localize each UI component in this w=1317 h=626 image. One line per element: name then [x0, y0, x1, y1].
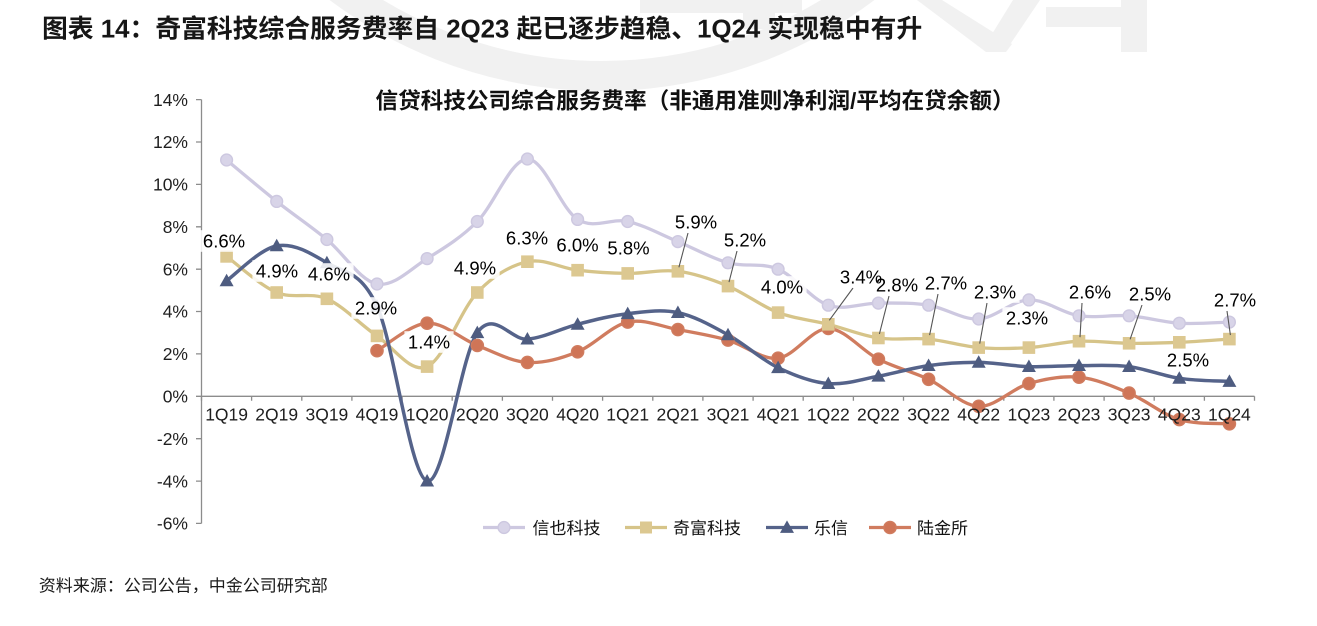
- svg-text:2.6%: 2.6%: [1069, 281, 1111, 302]
- svg-text:6.0%: 6.0%: [556, 234, 598, 255]
- svg-text:3Q23: 3Q23: [1108, 405, 1151, 425]
- svg-text:2Q22: 2Q22: [857, 405, 900, 425]
- svg-text:1Q23: 1Q23: [1007, 405, 1050, 425]
- svg-text:12%: 12%: [153, 132, 188, 152]
- svg-text:5.9%: 5.9%: [675, 211, 717, 232]
- svg-text:6.6%: 6.6%: [203, 230, 245, 251]
- svg-text:2.8%: 2.8%: [876, 274, 918, 295]
- svg-text:2.5%: 2.5%: [1129, 283, 1171, 304]
- svg-text:2Q20: 2Q20: [456, 405, 499, 425]
- svg-text:1Q22: 1Q22: [807, 405, 850, 425]
- svg-text:4%: 4%: [163, 302, 188, 322]
- svg-text:1.4%: 1.4%: [408, 331, 450, 352]
- svg-text:4Q19: 4Q19: [356, 405, 399, 425]
- svg-text:4Q23: 4Q23: [1158, 405, 1201, 425]
- svg-text:4.6%: 4.6%: [308, 263, 350, 284]
- svg-text:2.7%: 2.7%: [1214, 289, 1256, 310]
- svg-text:5.8%: 5.8%: [607, 237, 649, 258]
- svg-text:2.3%: 2.3%: [1006, 307, 1048, 328]
- svg-text:1Q21: 1Q21: [606, 405, 649, 425]
- svg-text:4.9%: 4.9%: [454, 257, 496, 278]
- svg-text:4Q22: 4Q22: [957, 405, 1000, 425]
- svg-text:3Q20: 3Q20: [506, 405, 549, 425]
- svg-text:1Q19: 1Q19: [205, 405, 248, 425]
- svg-text:2.9%: 2.9%: [355, 297, 397, 318]
- svg-text:3Q19: 3Q19: [305, 405, 348, 425]
- svg-text:2Q21: 2Q21: [656, 405, 699, 425]
- svg-text:4Q21: 4Q21: [757, 405, 800, 425]
- svg-text:3.4%: 3.4%: [840, 266, 882, 287]
- svg-text:4Q20: 4Q20: [556, 405, 599, 425]
- svg-text:2Q23: 2Q23: [1058, 405, 1101, 425]
- svg-text:5.2%: 5.2%: [724, 229, 766, 250]
- svg-text:6%: 6%: [163, 259, 188, 279]
- svg-text:1Q20: 1Q20: [406, 405, 449, 425]
- svg-text:3Q21: 3Q21: [707, 405, 750, 425]
- svg-text:4.0%: 4.0%: [761, 276, 803, 297]
- svg-text:0%: 0%: [163, 387, 188, 407]
- svg-text:3Q22: 3Q22: [907, 405, 950, 425]
- svg-text:2.5%: 2.5%: [1167, 349, 1209, 370]
- svg-text:-2%: -2%: [157, 429, 188, 449]
- svg-text:8%: 8%: [163, 217, 188, 237]
- svg-text:1Q24: 1Q24: [1208, 405, 1251, 425]
- svg-text:2Q19: 2Q19: [255, 405, 298, 425]
- svg-text:-6%: -6%: [157, 514, 188, 534]
- svg-text:-4%: -4%: [157, 471, 188, 491]
- svg-text:2.7%: 2.7%: [925, 272, 967, 293]
- svg-text:14%: 14%: [153, 90, 188, 110]
- svg-text:6.3%: 6.3%: [506, 227, 548, 248]
- svg-text:10%: 10%: [153, 175, 188, 195]
- svg-text:2%: 2%: [163, 344, 188, 364]
- svg-text:2.3%: 2.3%: [974, 281, 1016, 302]
- svg-text:4.9%: 4.9%: [256, 260, 298, 281]
